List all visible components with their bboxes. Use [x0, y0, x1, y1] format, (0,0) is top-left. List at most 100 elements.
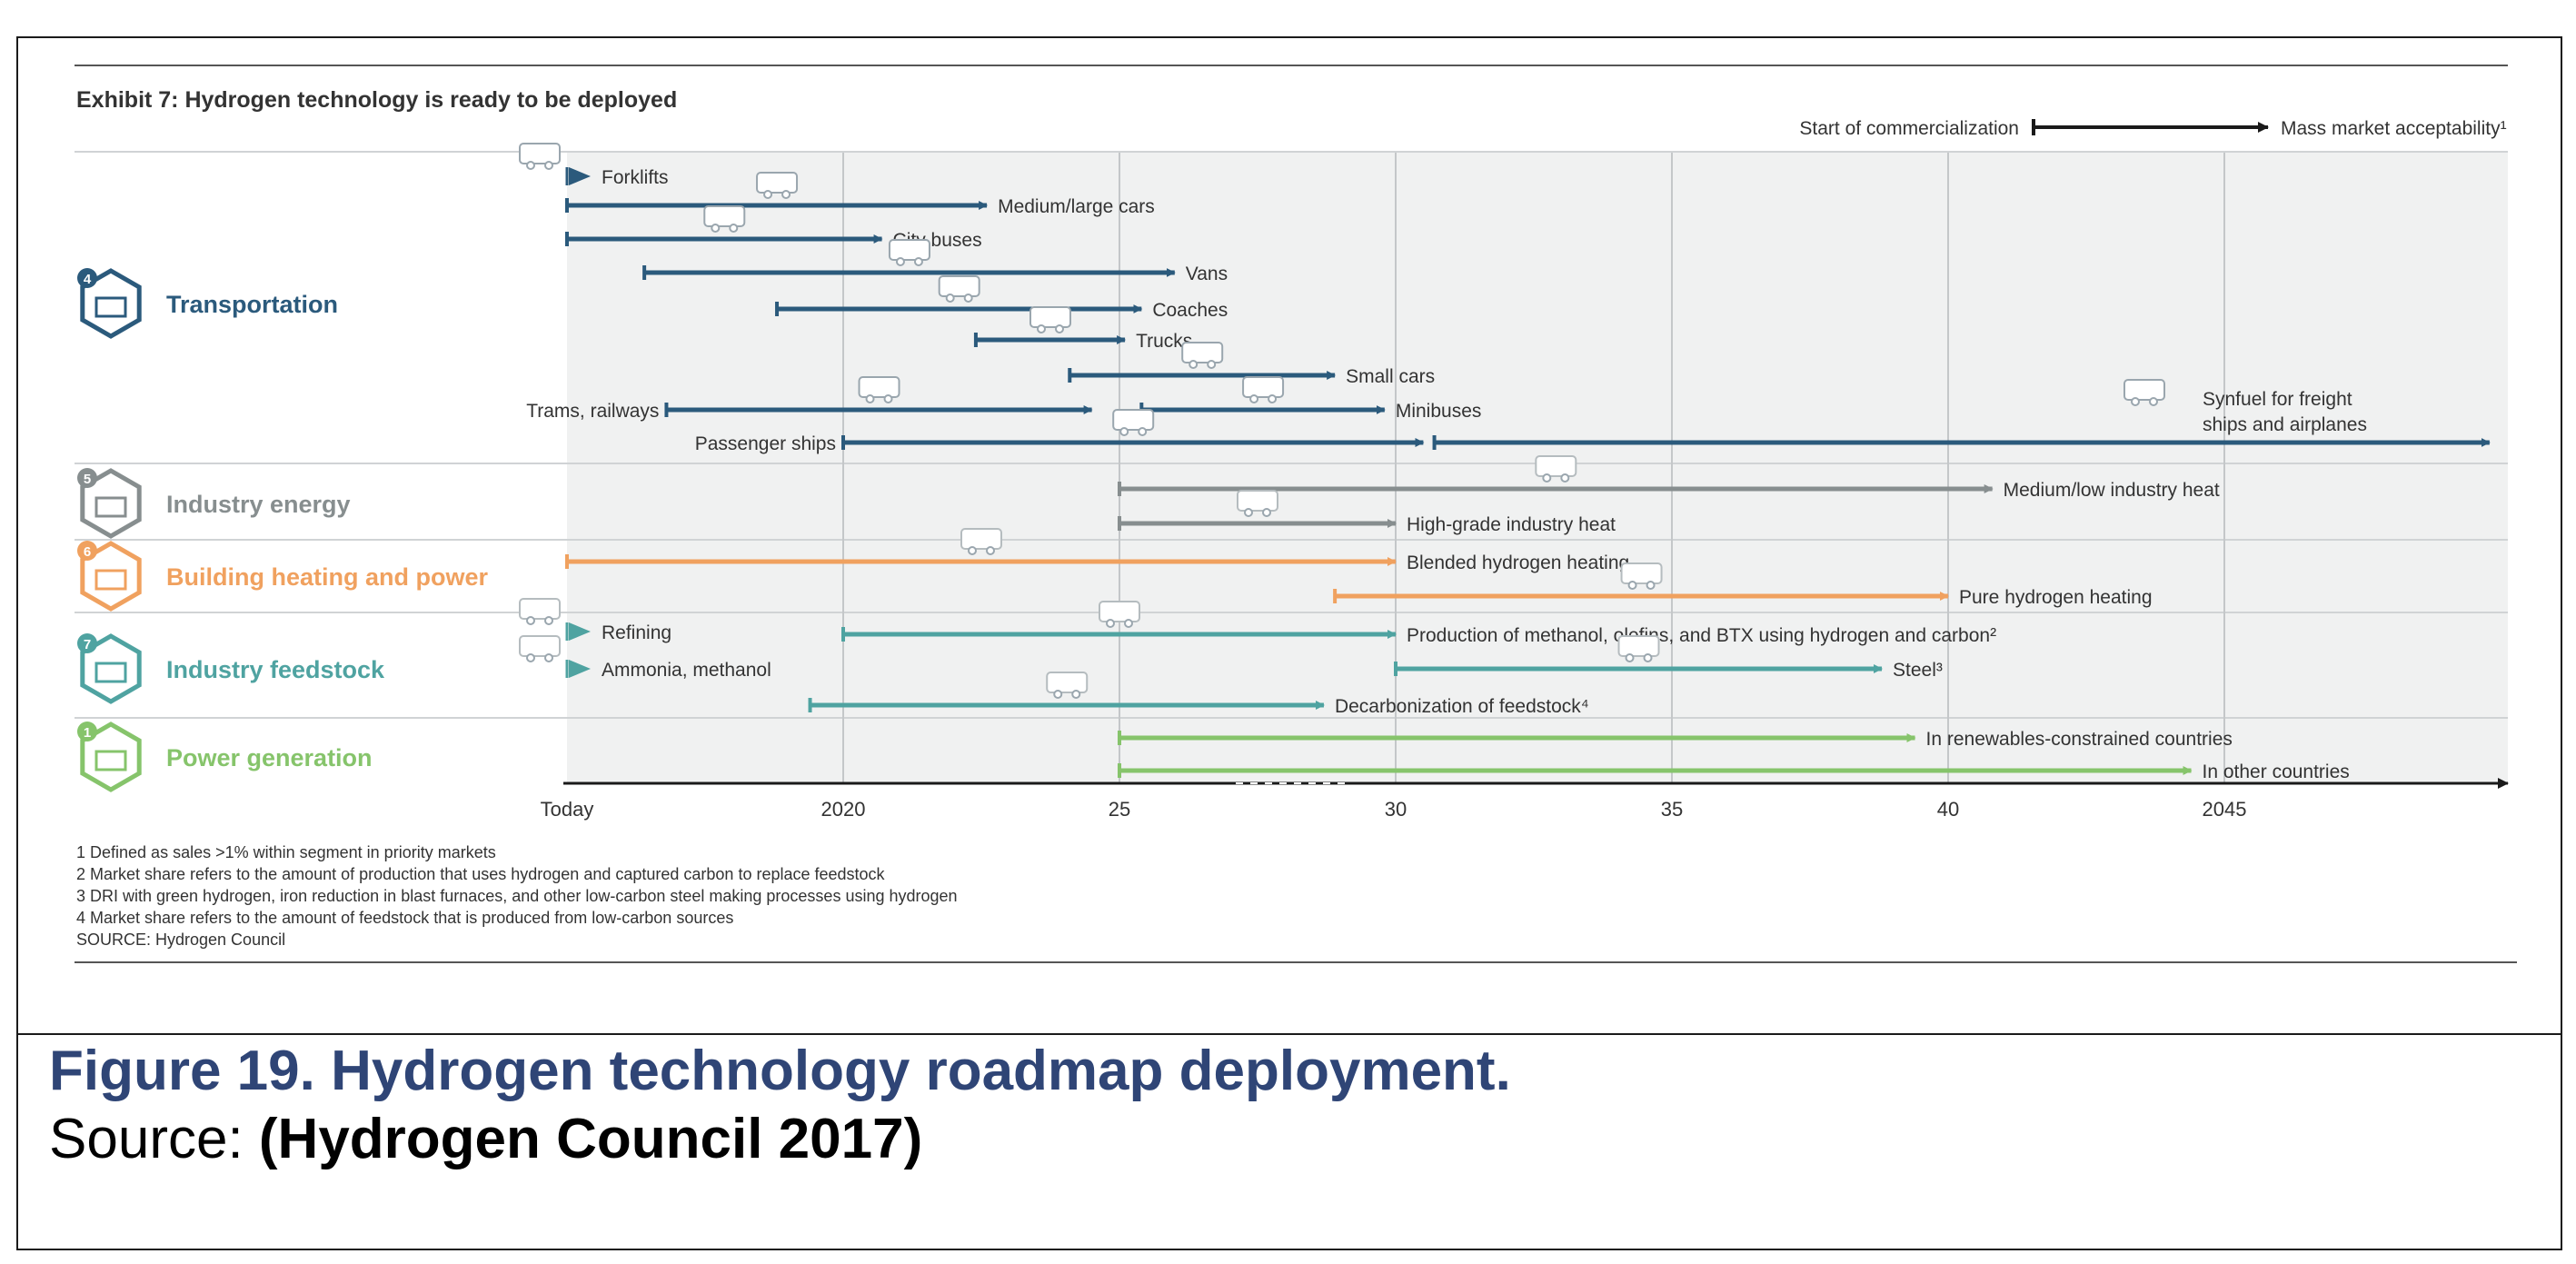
segment-feedstock: 7 Industry feedstock: [77, 633, 385, 704]
segment-industry_energy: 5 Industry energy: [77, 468, 351, 539]
segment-badge-number: 5: [84, 472, 91, 487]
silo-icon: [1112, 409, 1155, 436]
segment-badge-number: 6: [84, 544, 91, 560]
legend: Start of commercialization Mass market a…: [1799, 118, 2506, 139]
factory-icon: [1237, 490, 1278, 517]
segment-bands: [75, 152, 2508, 783]
footnote: SOURCE: Hydrogen Council: [76, 931, 285, 949]
house-icon: [80, 541, 142, 612]
exhibit-title: Exhibit 7: Hydrogen technology is ready …: [76, 87, 677, 113]
application-label: Minibuses: [1396, 401, 1482, 422]
application-18: Steel³: [1394, 635, 1943, 681]
application-label: Blended hydrogen heating: [1407, 552, 1629, 573]
application-label: Production of methanol, olefins, and BTX…: [1407, 625, 1996, 646]
footnote: 3 DRI with green hydrogen, iron reductio…: [76, 887, 958, 905]
application-6: Small cars: [1068, 342, 1435, 387]
application-label: Synfuel for freight ships and airplanes: [2203, 389, 2367, 435]
coach-icon: [938, 275, 980, 303]
application-label: Trucks: [1136, 331, 1192, 352]
refinery-icon: [519, 598, 561, 625]
x-tick-label: 40: [1937, 798, 1959, 821]
application-5: Trucks: [973, 306, 1192, 352]
application-label: Passenger ships: [695, 433, 836, 454]
segment-badge-number: 7: [84, 637, 91, 652]
segment-label: Transportation: [166, 291, 338, 318]
application-14: Pure hydrogen heating: [1333, 562, 2153, 608]
figure-caption-source: Source: (Hydrogen Council 2017): [49, 1107, 922, 1171]
pipe-icon: [960, 528, 1002, 555]
small-car-icon: [1181, 342, 1224, 369]
application-8: Minibuses: [1139, 376, 1482, 422]
application-10: Synfuel for freight ships and airplanes: [1432, 379, 2491, 450]
x-tick-label: 2020: [821, 798, 866, 821]
segment-label: Building heating and power: [166, 563, 488, 591]
application-1: Medium/large cars: [565, 172, 1155, 217]
application-label: Medium/low industry heat: [2004, 480, 2220, 501]
application-label: Vans: [1186, 264, 1228, 284]
application-0: Forklifts: [519, 143, 669, 188]
application-11: Medium/low industry heat: [1118, 455, 2220, 501]
application-7: Trams, railways: [526, 376, 1093, 422]
application-label: In renewables-constrained countries: [1926, 729, 2233, 750]
plant-icon: [80, 633, 142, 704]
segment-badge-number: 4: [84, 272, 92, 287]
start-marker: [569, 660, 591, 678]
application-label: In other countries: [2203, 761, 2350, 782]
application-17: Production of methanol, olefins, and BTX…: [841, 601, 1996, 646]
application-3: Vans: [642, 239, 1228, 284]
segment-building: 6 Building heating and power: [77, 541, 488, 612]
figure-frame: [16, 36, 2562, 1250]
start-marker: [569, 622, 591, 641]
wind-turbine-icon: [80, 722, 142, 792]
segment-badge: [77, 722, 97, 741]
ship-icon: [1242, 376, 1285, 403]
segment-transportation: 4 Transportation: [77, 268, 338, 339]
application-label: Decarbonization of feedstock⁴: [1335, 696, 1589, 717]
factory-icon: [1535, 455, 1577, 483]
application-label: Steel³: [1893, 660, 1943, 681]
application-21: In other countries: [1118, 761, 2350, 782]
van-icon: [888, 239, 930, 266]
application-bars: Forklifts Medium/large cars City buses Vans…: [519, 143, 2491, 782]
legend-end-label: Mass market acceptability¹: [2281, 118, 2507, 139]
application-16: Ammonia, methanol: [519, 635, 771, 681]
chemicals-icon: [1046, 672, 1089, 699]
application-label: Forklifts: [602, 167, 669, 188]
segment-badge: [77, 633, 97, 653]
x-tick-label: 25: [1109, 798, 1130, 821]
figure-caption-title: Figure 19. Hydrogen technology roadmap d…: [49, 1040, 1511, 1102]
forklift-icon: [519, 143, 561, 170]
application-4: Coaches: [775, 275, 1228, 321]
segment-labels: 4 Transportation 5 Industry energy 6 Building…: [77, 268, 488, 792]
application-19: Decarbonization of feedstock⁴: [808, 672, 1589, 717]
segment-label: Industry feedstock: [166, 656, 385, 683]
truck-icon: [1029, 306, 1071, 333]
x-tick-label: 2045: [2203, 798, 2247, 821]
train-station-icon: [80, 268, 142, 339]
segment-label: Power generation: [166, 744, 373, 771]
bus-icon: [703, 205, 746, 233]
segment-badge-number: 1: [84, 725, 91, 741]
application-label: High-grade industry heat: [1407, 514, 1616, 535]
application-label: Ammonia, methanol: [602, 660, 771, 681]
start-marker: [569, 167, 591, 185]
source-reference: (Hydrogen Council 2017): [258, 1108, 923, 1170]
application-2: City buses: [565, 205, 982, 251]
application-20: In renewables-constrained countries: [1118, 729, 2233, 750]
application-label: Refining: [602, 622, 671, 643]
flask-icon: [519, 635, 561, 662]
application-13: Blended hydrogen heating: [565, 528, 1629, 573]
factory-icon: [80, 468, 142, 539]
molecule-icon: [1099, 601, 1140, 628]
footnote: 1 Defined as sales >1% within segment in…: [76, 843, 496, 861]
footnotes: 1 Defined as sales >1% within segment in…: [76, 843, 958, 949]
x-axis-ticks: Today 2020 25 30 35 40 2045: [541, 798, 2247, 821]
roadmap-chart: Exhibit 7: Hydrogen technology is ready …: [75, 65, 2517, 963]
caption-divider: [16, 1033, 2562, 1035]
footnote: 4 Market share refers to the amount of f…: [76, 909, 733, 927]
application-15: Refining: [519, 598, 671, 643]
application-label: Medium/large cars: [998, 196, 1155, 217]
segment-badge: [77, 268, 97, 288]
footnote: 2 Market share refers to the amount of p…: [76, 865, 886, 883]
application-12: High-grade industry heat: [1118, 490, 1616, 535]
